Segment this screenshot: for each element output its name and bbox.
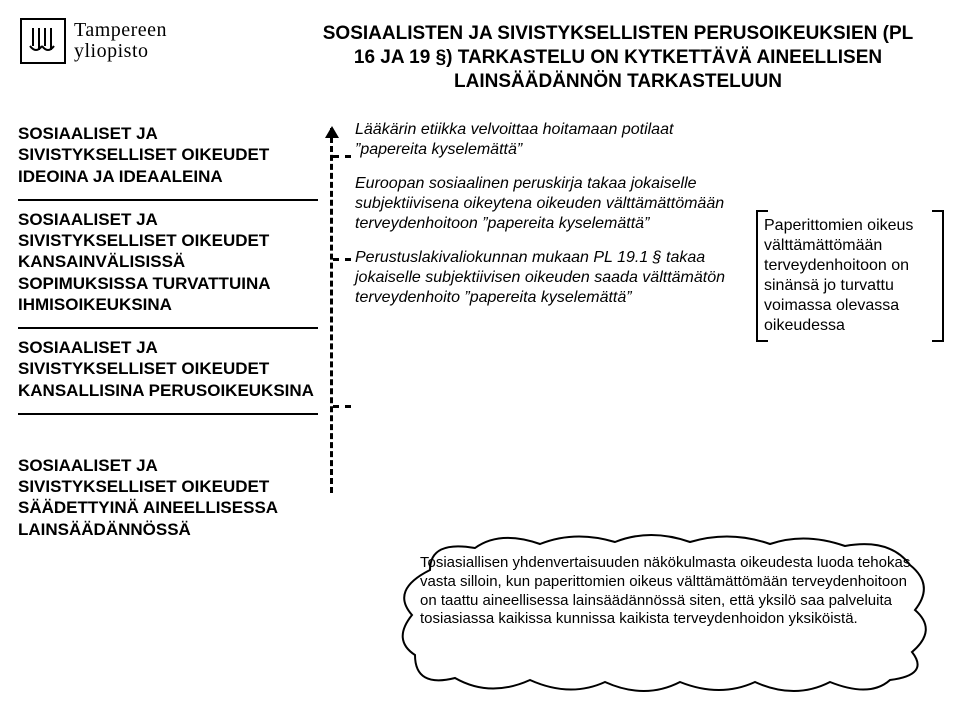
left-block-3: SOSIAALISET JA SIVISTYKSELLISET OIKEUDET…	[18, 329, 318, 413]
right-summary-box: Paperittomien oikeus välttämättömään ter…	[760, 210, 940, 342]
cloud-text: Tosiasiallisen yhdenvertaisuuden näkökul…	[420, 554, 913, 629]
left-column: SOSIAALISET JA SIVISTYKSELLISET OIKEUDET…	[18, 115, 318, 552]
connector-stub	[333, 155, 351, 158]
mid-block-2: Euroopan sosiaalinen peruskirja takaa jo…	[355, 174, 735, 234]
vertical-arrow	[330, 128, 333, 493]
slide-title: SOSIAALISTEN JA SIVISTYKSELLISTEN PERUSO…	[318, 22, 918, 93]
left-block-2: SOSIAALISET JA SIVISTYKSELLISET OIKEUDET…	[18, 201, 318, 327]
connector-stub	[333, 405, 351, 408]
logo-line1: Tampereen	[74, 20, 167, 41]
logo-icon	[20, 18, 66, 64]
mid-block-3: Perustuslakivaliokunnan mukaan PL 19.1 §…	[355, 248, 735, 308]
mid-block-1: Lääkärin etiikka velvoittaa hoitamaan po…	[355, 120, 735, 160]
connector-stub	[333, 258, 351, 261]
left-block-1: SOSIAALISET JA SIVISTYKSELLISET OIKEUDET…	[18, 115, 318, 199]
logo-line2: yliopisto	[74, 41, 167, 62]
logo-text: Tampereen yliopisto	[74, 20, 167, 62]
cloud-callout: Tosiasiallisen yhdenvertaisuuden näkökul…	[390, 530, 935, 695]
middle-column: Lääkärin etiikka velvoittaa hoitamaan po…	[355, 120, 735, 322]
left-block-4: SOSIAALISET JA SIVISTYKSELLISET OIKEUDET…	[18, 415, 318, 552]
university-logo: Tampereen yliopisto	[20, 18, 300, 64]
